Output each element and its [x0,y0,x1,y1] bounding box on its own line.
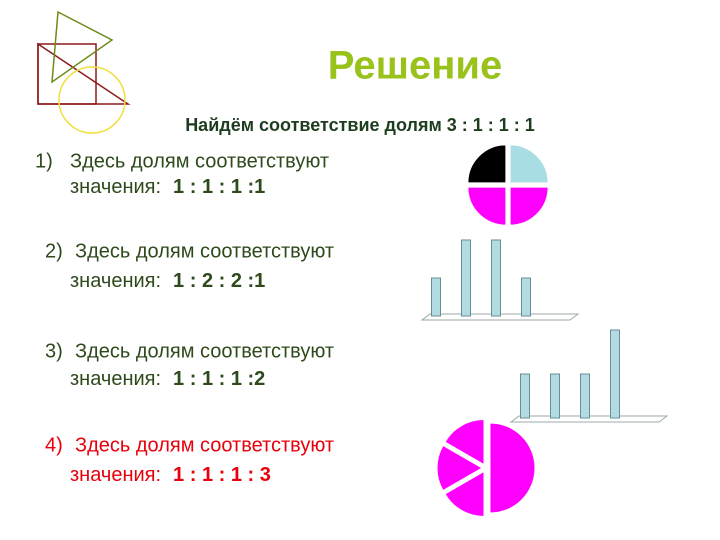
bar [431,277,441,317]
pie-slice [509,186,549,226]
deco-green-triangle [51,10,114,84]
item-text: Здесь долям соответствуют [75,434,334,456]
item-label: значения: [70,464,161,486]
title: Решение [328,44,503,88]
items: 1) Здесь долям соответствуют значения: 1 : … [35,144,669,517]
item-ratio: 1 : 1 : 1 :1 [173,176,265,198]
bar [550,373,560,419]
item-number: 1) [35,150,53,172]
item-text: Здесь долям соответствуют [70,150,329,172]
item-number: 4) [45,434,63,456]
item-ratio: 1 : 1 : 1 :2 [173,368,265,390]
item-ratio: 1 : 1 : 1 : 3 [173,464,271,486]
pie-slice [509,144,549,184]
bar [521,277,531,317]
pie-slice [444,419,485,466]
deco-circle [58,66,126,134]
pie-slice [467,186,507,226]
bar [610,329,620,419]
item-label: значения: [70,368,161,390]
item-value-line: значения: 1 : 2 : 2 :1 [70,270,265,292]
deco-red-triangle [37,42,131,105]
item-text: Здесь долям соответствуют [75,340,334,362]
bar [491,239,501,317]
item-number: 3) [45,340,63,362]
pie-slice [436,444,483,492]
bar [580,373,590,419]
chart-floor [420,313,580,321]
item-value-line: значения: 1 : 1 : 1 : 3 [70,464,271,486]
item-label: значения: [70,176,161,198]
item-value-line: значения: 1 : 1 : 1 :2 [70,368,265,390]
item-label: значения: [70,270,161,292]
subtitle: Найдём соответствие долям 3 : 1 : 1 : 1 [185,115,535,135]
pie-slice [467,144,507,184]
bar [520,373,530,419]
item-ratio: 1 : 2 : 2 :1 [173,270,265,292]
bar [461,239,471,317]
pie-slice [444,470,485,517]
pie-slice [489,422,536,514]
item-text: Здесь долям соответствуют [75,240,334,262]
item-number: 2) [45,240,63,262]
chart-floor [509,415,669,423]
item-value-line: значения: 1 : 1 : 1 :1 [70,176,265,198]
